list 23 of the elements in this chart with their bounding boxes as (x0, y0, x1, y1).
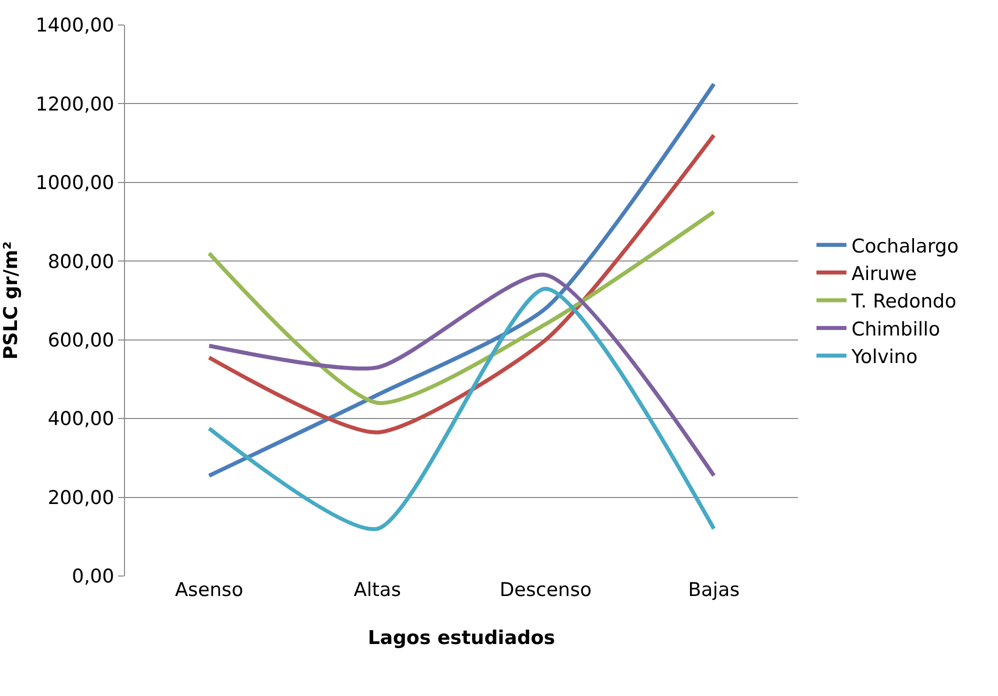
y-tick-label: 400,00 (48, 408, 114, 430)
x-tick-label: Altas (354, 579, 402, 601)
y-tick-label: 1400,00 (36, 14, 114, 37)
y-tick-label: 0,00 (72, 566, 114, 588)
line-series (207, 272, 716, 478)
legend-label: Cochalargo (851, 235, 959, 258)
y-tick-label: 1000,00 (36, 172, 114, 194)
y-tick-label: 1200,00 (36, 93, 114, 116)
y-axis-title: PSLC gr/m² (0, 241, 22, 360)
legend-label: Yolvino (850, 346, 918, 368)
y-tick-label: 600,00 (48, 330, 114, 352)
legend-label: Airuwe (851, 262, 917, 285)
legend-label: Chimbillo (851, 318, 940, 340)
x-tick-label: Asenso (175, 579, 244, 601)
x-axis-title: Lagos estudiados (368, 626, 556, 649)
y-tick-label: 800,00 (48, 250, 114, 273)
y-tick-label: 200,00 (48, 486, 114, 509)
line-series (207, 133, 716, 434)
x-tick-label: Descenso (500, 579, 592, 601)
line-series (207, 210, 716, 405)
line-series (207, 82, 716, 478)
x-tick-label: Bajas (688, 579, 740, 601)
legend-label: T. Redondo (850, 290, 956, 313)
